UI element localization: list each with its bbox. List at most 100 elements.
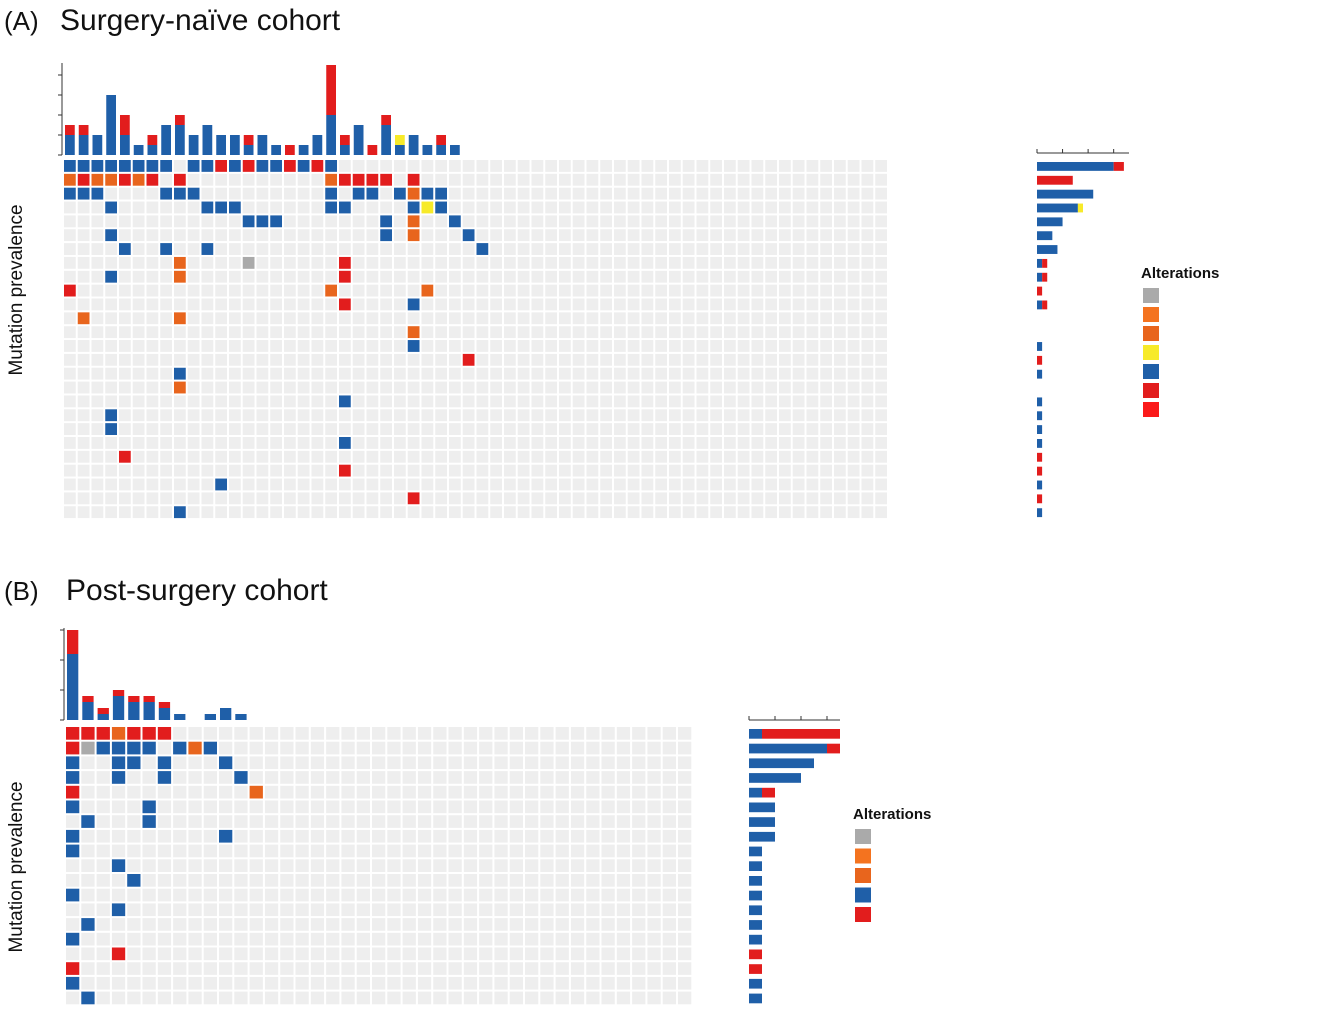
panel-a-empty-cell bbox=[531, 437, 544, 449]
panel-b-empty-cell bbox=[219, 741, 233, 755]
panel-a-empty-cell bbox=[875, 353, 887, 366]
panel-a-empty-cell bbox=[545, 187, 557, 200]
panel-a-empty-cell bbox=[737, 437, 750, 449]
panel-b-empty-cell bbox=[234, 741, 248, 755]
panel-b-empty-cell bbox=[96, 815, 110, 828]
panel-a-empty-cell bbox=[64, 506, 76, 519]
panel-a-empty-cell bbox=[311, 229, 324, 242]
panel-b-empty-cell bbox=[525, 962, 539, 975]
panel-a-empty-cell bbox=[476, 284, 489, 297]
panel-a-empty-cell bbox=[765, 201, 777, 214]
panel-a-empty-cell bbox=[490, 478, 502, 491]
panel-b-empty-cell bbox=[372, 785, 386, 799]
panel-a-empty-cell bbox=[724, 270, 736, 283]
panel-a-empty-cell bbox=[229, 298, 241, 311]
panel-a-empty-cell bbox=[792, 201, 805, 214]
panel-a-count-bar-stk11 bbox=[1037, 480, 1043, 490]
panel-a-count-bar-gnas bbox=[1037, 369, 1043, 379]
panel-b-empty-cell bbox=[555, 874, 569, 887]
panel-a-empty-cell bbox=[325, 381, 337, 394]
panel-b-empty-cell bbox=[387, 903, 401, 917]
panel-a-empty-cell bbox=[779, 478, 791, 491]
panel-b-empty-cell bbox=[157, 932, 172, 946]
panel-a-empty-cell bbox=[875, 478, 887, 491]
panel-a-empty-cell bbox=[765, 326, 777, 339]
panel-a-empty-cell bbox=[77, 270, 90, 283]
panel-b-empty-cell bbox=[525, 859, 539, 872]
panel-b-cell-nras bbox=[81, 815, 95, 828]
panel-a-empty-cell bbox=[792, 256, 805, 269]
panel-a-empty-cell bbox=[751, 215, 764, 228]
panel-a-empty-cell bbox=[737, 298, 750, 311]
panel-b-empty-cell bbox=[127, 800, 141, 814]
panel-a-empty-cell bbox=[559, 215, 571, 228]
panel-b-empty-cell bbox=[540, 888, 554, 902]
panel-a-empty-cell bbox=[834, 229, 846, 242]
panel-a-empty-cell bbox=[806, 298, 819, 311]
panel-a-empty-cell bbox=[559, 506, 571, 519]
panel-a-empty-cell bbox=[160, 450, 172, 463]
panel-b-count-bar-pole bbox=[749, 787, 762, 798]
panel-a-empty-cell bbox=[669, 381, 681, 394]
panel-a-empty-cell bbox=[462, 506, 475, 519]
panel-a-empty-cell bbox=[875, 229, 887, 242]
panel-b-empty-cell bbox=[173, 859, 187, 872]
panel-a-empty-cell bbox=[435, 353, 447, 366]
panel-a-empty-cell bbox=[531, 256, 544, 269]
panel-a-empty-cell bbox=[311, 187, 324, 200]
panel-b-empty-cell bbox=[356, 800, 370, 814]
panel-a-cell-tp53 bbox=[256, 160, 269, 172]
panel-a-empty-cell bbox=[696, 173, 709, 186]
panel-a-empty-cell bbox=[847, 160, 860, 172]
panel-a-empty-cell bbox=[655, 381, 667, 394]
panel-b-empty-cell bbox=[356, 859, 370, 872]
panel-a-empty-cell bbox=[325, 492, 337, 505]
panel-a-empty-cell bbox=[421, 229, 434, 242]
panel-a-empty-cell bbox=[806, 215, 819, 228]
panel-a-empty-cell bbox=[490, 506, 502, 519]
panel-a-empty-cell bbox=[311, 409, 324, 422]
panel-b-empty-cell bbox=[157, 829, 172, 843]
panel-a-empty-cell bbox=[710, 173, 722, 186]
panel-a-empty-cell bbox=[297, 312, 310, 325]
panel-a-empty-cell bbox=[119, 340, 131, 352]
panel-b-empty-cell bbox=[448, 829, 462, 843]
panel-b-empty-cell bbox=[310, 800, 325, 814]
panel-a-empty-cell bbox=[256, 256, 269, 269]
panel-b-empty-cell bbox=[632, 874, 646, 887]
panel-b-empty-cell bbox=[479, 741, 493, 755]
panel-a-empty-cell bbox=[435, 326, 447, 339]
panel-a-empty-cell bbox=[586, 187, 599, 200]
panel-b-empty-cell bbox=[540, 844, 554, 858]
panel-a-empty-cell bbox=[586, 201, 599, 214]
panel-a-empty-cell bbox=[724, 312, 736, 325]
panel-a-empty-cell bbox=[187, 478, 200, 491]
panel-a-empty-cell bbox=[834, 437, 846, 449]
panel-a-empty-cell bbox=[105, 187, 117, 200]
panel-b-empty-cell bbox=[157, 947, 172, 961]
panel-a-empty-cell bbox=[77, 256, 90, 269]
panel-a-empty-cell bbox=[366, 367, 379, 380]
panel-a-empty-cell bbox=[380, 270, 392, 283]
panel-b-empty-cell bbox=[601, 771, 615, 784]
panel-a-empty-cell bbox=[394, 243, 406, 255]
panel-a-empty-cell bbox=[710, 160, 722, 172]
panel-a-empty-cell bbox=[682, 478, 695, 491]
panel-a-empty-cell bbox=[779, 326, 791, 339]
panel-b-empty-cell bbox=[66, 947, 80, 961]
panel-a-empty-cell bbox=[861, 326, 874, 339]
panel-b-empty-cell bbox=[326, 859, 340, 872]
panel-a-empty-cell bbox=[91, 395, 104, 408]
panel-a-empty-cell bbox=[187, 229, 200, 242]
panel-b-empty-cell bbox=[81, 756, 95, 770]
panel-a-empty-cell bbox=[545, 270, 557, 283]
panel-a-empty-cell bbox=[462, 256, 475, 269]
panel-a-empty-cell bbox=[242, 340, 255, 352]
panel-a-empty-cell bbox=[77, 367, 90, 380]
panel-b-empty-cell bbox=[249, 991, 263, 1005]
panel-a-empty-cell bbox=[806, 187, 819, 200]
panel-b-empty-cell bbox=[188, 756, 202, 770]
panel-a-empty-cell bbox=[270, 326, 282, 339]
panel-b-empty-cell bbox=[662, 800, 676, 814]
panel-b-empty-cell bbox=[494, 771, 508, 784]
